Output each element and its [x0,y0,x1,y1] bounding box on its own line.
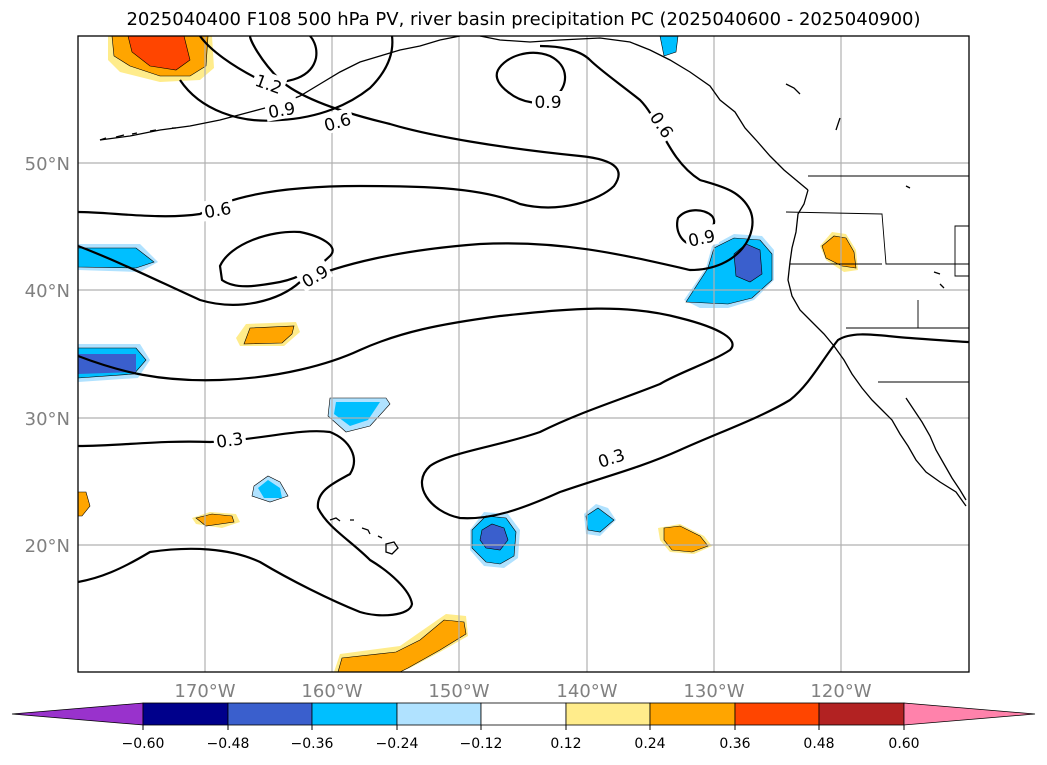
precip-patch [585,507,615,533]
colorbar-label: 0.12 [550,736,581,752]
colorbar [11,702,1036,726]
lon-label: 130°W [683,681,744,702]
contour-label: 0.3 [215,429,245,453]
precip-patch [337,619,467,672]
pv-contour [218,230,334,288]
contour-label: 0.9 [534,93,561,113]
contour-label: 0.6 [203,199,233,223]
colorbar-segment [734,702,820,726]
colorbar-segment [311,702,398,726]
map-title: 2025040400 F108 500 hPa PV, river basin … [126,9,921,30]
pv-contour [179,36,394,122]
precip-patch [127,36,191,71]
colorbar-segment [565,702,651,726]
lon-label: 170°W [174,681,235,702]
colorbar-label: 0.60 [888,736,919,752]
colorbar-label: −0.12 [460,736,503,752]
colorbar-label: 0.24 [634,736,665,752]
coastlines [99,36,969,555]
colorbar-label: 0.36 [719,736,750,752]
graticule [78,36,969,672]
colorbar-label: −0.36 [291,736,334,752]
plot-frame [77,35,970,673]
pv-contour [78,430,414,617]
colorbar-segment [142,702,229,726]
lon-label: 150°W [428,681,489,702]
colorbar-label: −0.48 [207,736,250,752]
colorbar-labels: −0.60 −0.48 −0.36 −0.24 −0.12 0.12 0.24 … [122,736,920,752]
colorbar-segment [818,702,905,726]
colorbar-segment [227,702,313,726]
lon-labels: 170°W 160°W 150°W 140°W 130°W 120°W [174,681,871,702]
lat-label: 40°N [25,281,70,302]
colorbar-segment [396,702,482,726]
lon-label: 160°W [301,681,362,702]
lat-label: 30°N [25,409,70,430]
pv-contour [199,36,318,83]
colorbar-extend-min [11,702,144,726]
lat-labels: 50°N 40°N 30°N 20°N [25,154,70,557]
lat-label: 20°N [25,536,70,557]
precip-patch [334,402,380,426]
map-plot-area: 1.2 0.9 0.6 0.9 0.6 0.6 0.9 0.9 0.3 0.3 [78,36,969,672]
precip-patch [258,480,282,498]
lat-label: 50°N [25,154,70,175]
lon-label: 120°W [810,681,871,702]
precip-patch [659,36,679,57]
precip-patch [243,325,295,345]
colorbar-segment [480,702,567,726]
colorbar-ticks [142,725,905,730]
colorbar-label: −0.60 [122,736,165,752]
pv-contour [78,44,754,306]
colorbar-extend-max [903,702,1036,726]
pv-contour [78,307,969,520]
precip-patch [78,491,91,517]
colorbar-label: −0.24 [376,736,419,752]
precip-patch [821,235,857,269]
colorbar-segment [649,702,736,726]
lon-label: 140°W [556,681,617,702]
colorbar-label: 0.48 [803,736,834,752]
contour-label: 0.9 [267,99,297,123]
